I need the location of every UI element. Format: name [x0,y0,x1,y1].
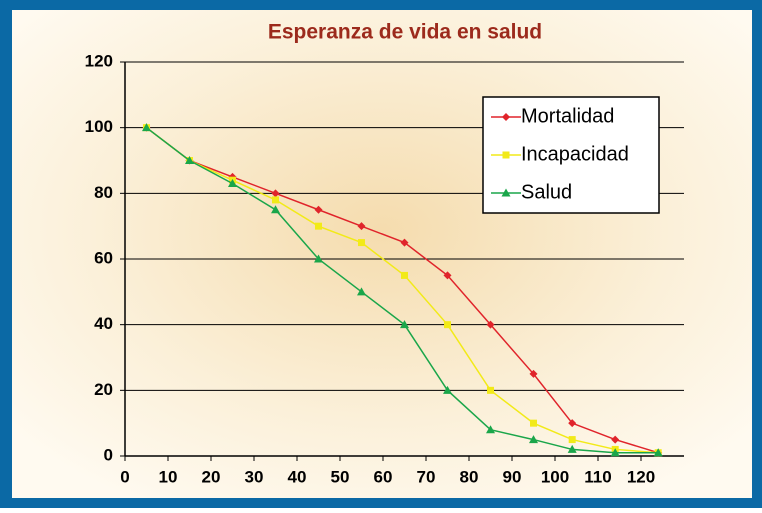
y-tick-label: 40 [94,314,113,333]
y-tick-label: 20 [94,380,113,399]
point [357,222,366,231]
legend-marker [502,113,510,121]
point [228,178,237,187]
x-tick-label: 60 [374,467,393,486]
point [444,321,451,329]
point [142,123,151,132]
point [487,386,494,394]
point [443,271,452,280]
point [315,222,322,230]
point [530,419,537,427]
point [611,435,620,444]
point [610,448,620,457]
point [314,205,323,214]
point [486,320,495,329]
legend-label: Incapacidad [521,143,629,165]
chart-title: Esperanza de vida en salud [268,21,542,44]
point [185,156,194,164]
x-tick-label: 90 [503,467,522,486]
point [358,239,365,247]
point [314,254,323,263]
x-tick-label: 0 [120,467,129,486]
y-tick-label: 120 [85,51,113,70]
point [401,271,408,279]
y-tick-label: 0 [104,445,113,464]
legend-marker [501,188,511,197]
panel [12,10,752,498]
point [272,196,279,204]
x-tick-label: 70 [417,467,436,486]
x-tick-label: 110 [584,467,611,486]
point [529,435,538,444]
y-tick-label: 80 [94,183,113,202]
point [653,448,663,457]
point [568,436,576,444]
x-tick-label: 50 [331,467,350,486]
x-tick-label: 40 [288,467,307,486]
x-tick-label: 10 [159,467,178,486]
point [400,320,409,329]
y-tick-label: 100 [85,117,113,136]
x-tick-label: 100 [541,467,569,486]
x-tick-label: 20 [202,467,221,486]
y-tick-label: 60 [94,248,113,267]
point [443,385,452,394]
point [400,238,409,247]
point [271,205,280,214]
point [529,369,538,378]
point [271,189,280,198]
point [486,425,495,434]
x-tick-label: 120 [627,467,655,486]
point [567,444,577,453]
legend-label: Mortalidad [521,105,614,127]
x-tick-label: 80 [460,467,479,486]
point [568,419,577,428]
legend-label: Salud [521,181,572,203]
x-tick-label: 30 [245,467,264,486]
legend-marker [502,151,510,159]
point [357,287,366,296]
